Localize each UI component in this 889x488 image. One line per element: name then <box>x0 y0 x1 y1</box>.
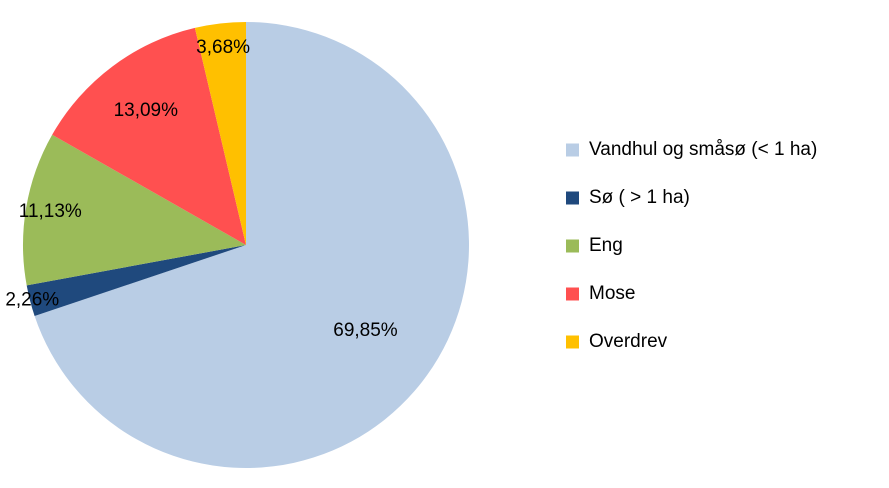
legend-swatch <box>566 287 579 301</box>
legend-swatch <box>566 191 579 205</box>
legend: Vandhul og småsø (< 1 ha) Sø ( > 1 ha) Eng… <box>566 139 817 352</box>
pie-data-label: 13,09% <box>114 100 179 121</box>
pie-data-labels: 69,85% 2,26% 11,13% 13,09% 3,68% <box>5 37 397 341</box>
pie-data-label: 11,13% <box>19 201 82 222</box>
pie-slice <box>34 22 470 468</box>
legend-label: Sø ( > 1 ha) <box>589 187 690 208</box>
pie-data-label: 3,68% <box>196 37 250 58</box>
pie-slice <box>26 245 247 316</box>
pie-slice <box>52 27 247 246</box>
legend-swatch <box>566 239 579 253</box>
legend-swatch <box>566 143 579 157</box>
pie-slice <box>22 134 246 286</box>
pie-slice <box>194 22 246 245</box>
legend-swatch <box>566 335 579 349</box>
legend-label: Eng <box>589 235 623 256</box>
legend-label: Mose <box>589 283 635 304</box>
legend-label: Vandhul og småsø (< 1 ha) <box>589 139 817 160</box>
pie-slices <box>22 22 470 468</box>
pie-data-label: 69,85% <box>333 320 398 341</box>
pie-data-label: 2,26% <box>5 289 59 310</box>
legend-label: Overdrev <box>589 331 668 352</box>
